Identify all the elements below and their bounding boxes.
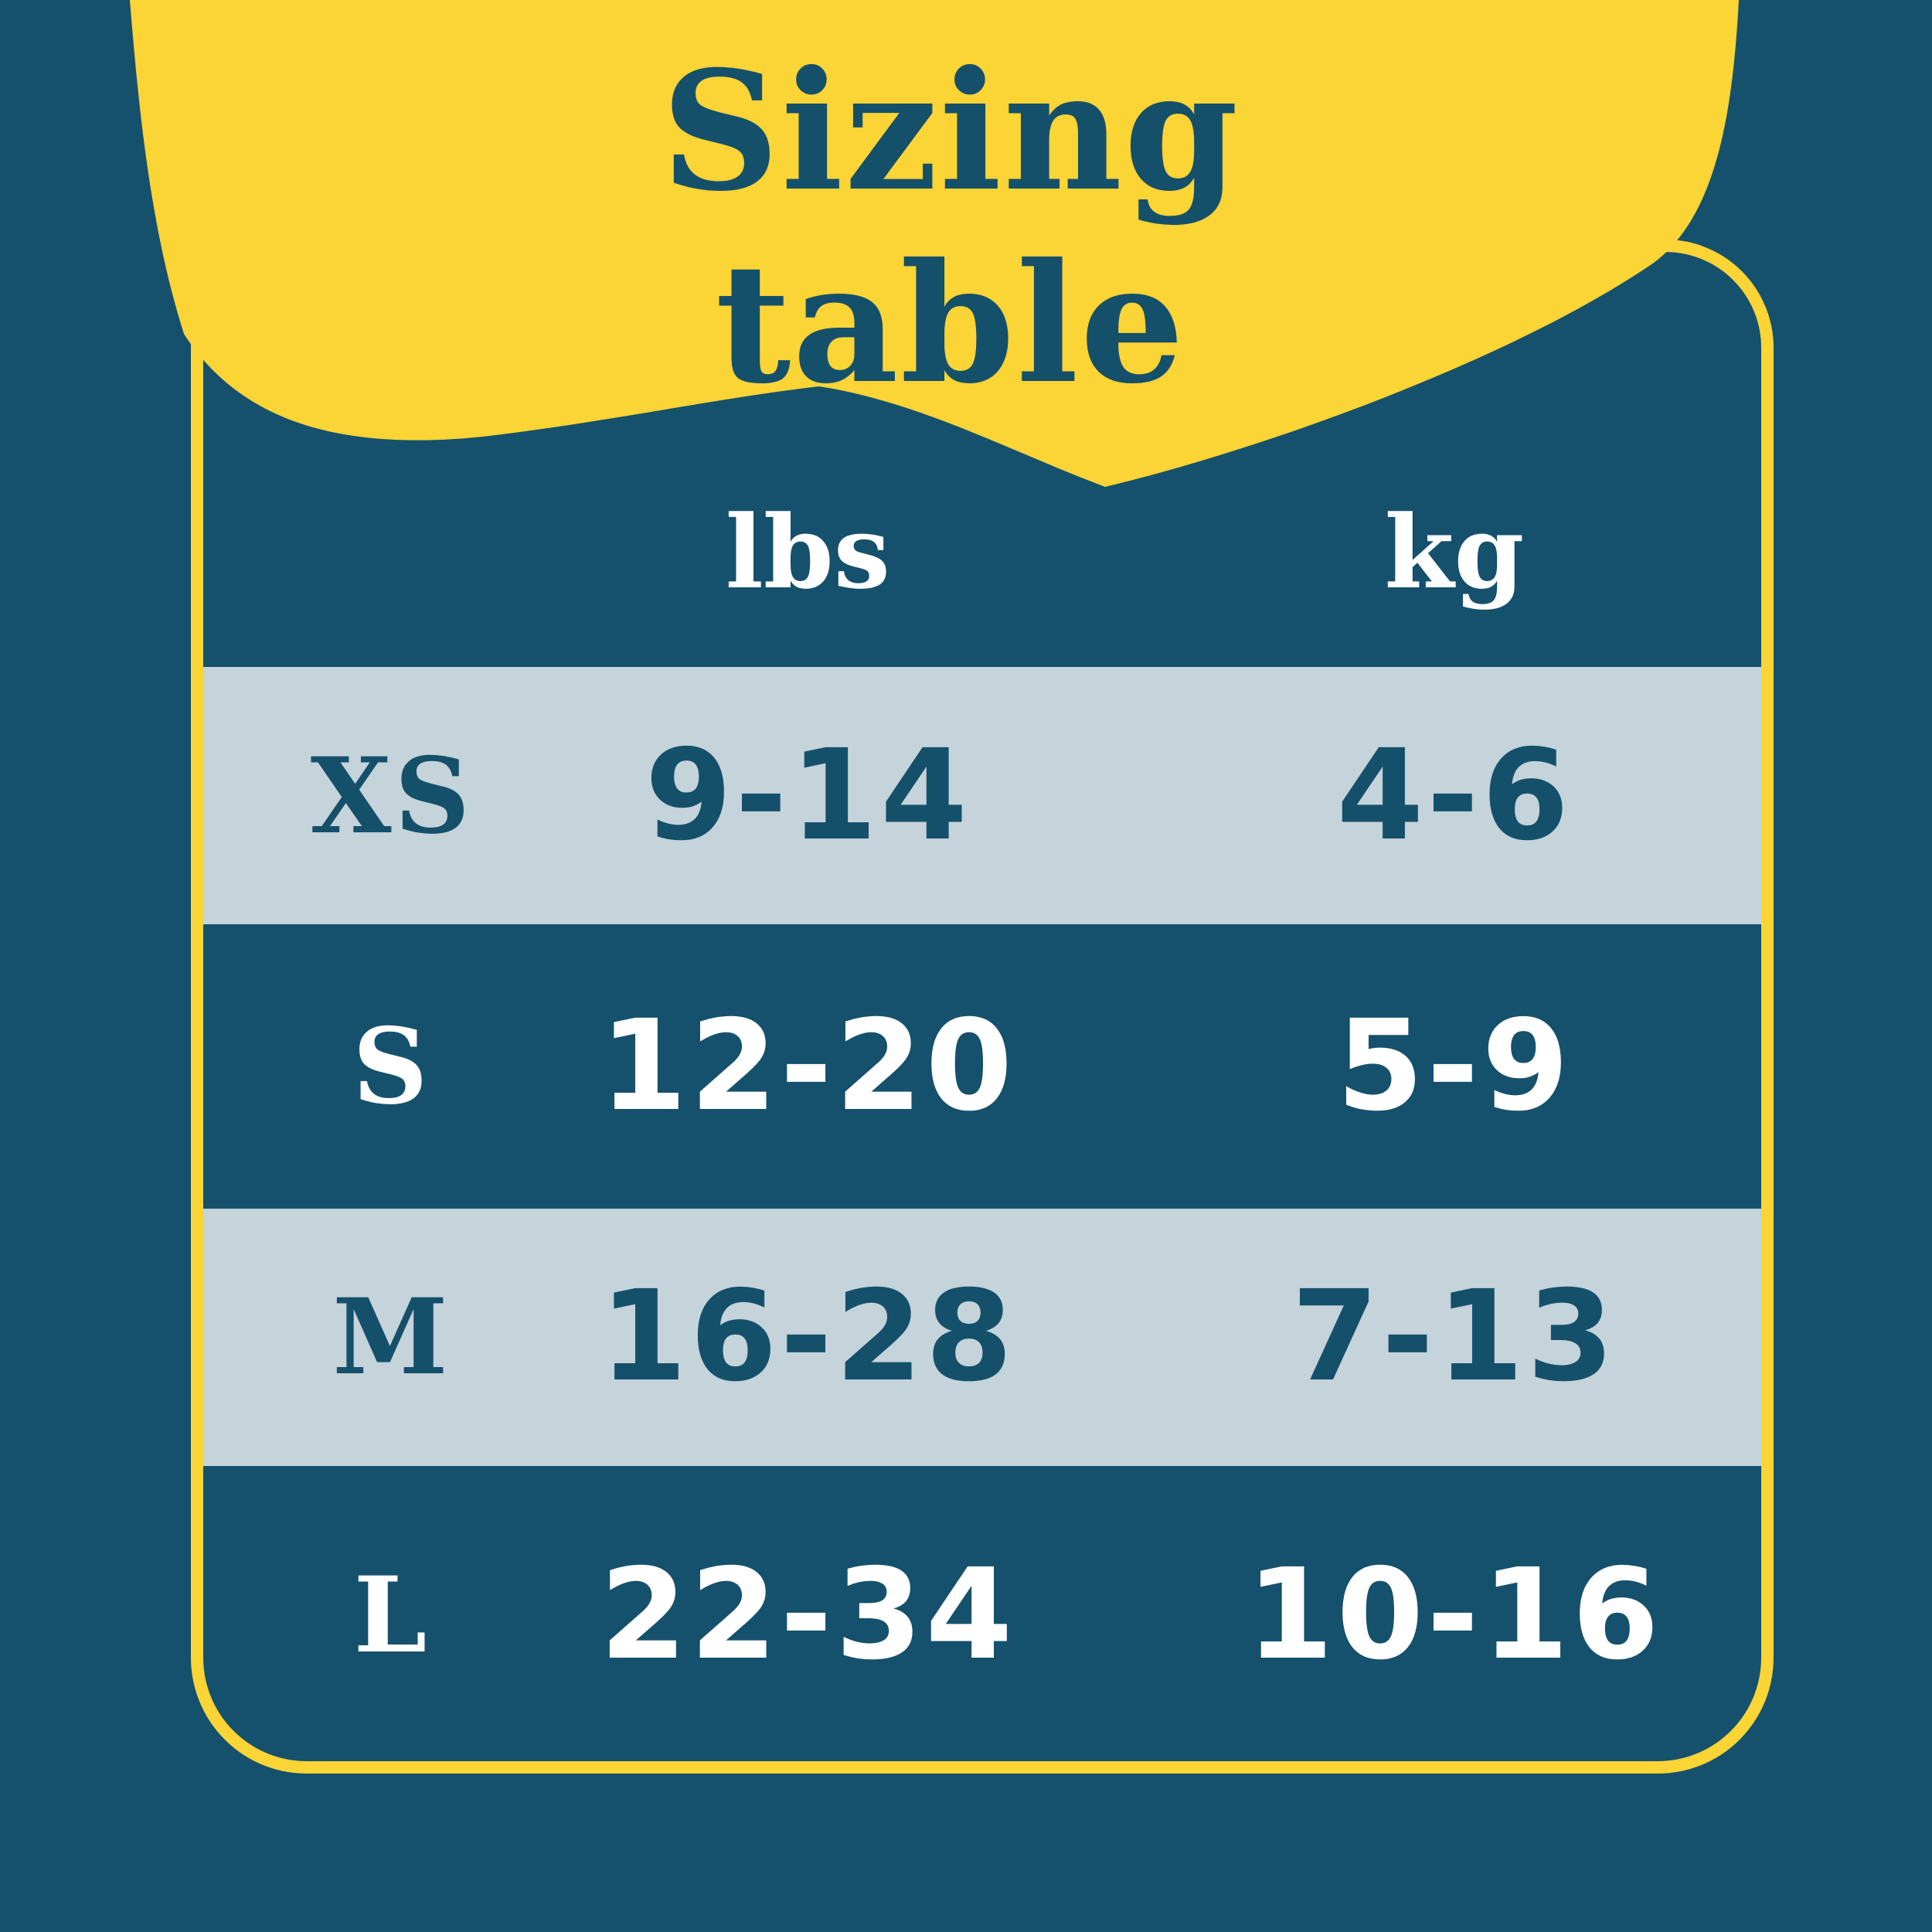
page-title: Sizing table [661, 35, 1240, 420]
header-label-kg: kg [1384, 493, 1525, 611]
table-row-s: S 12-20 5-9 [203, 981, 1761, 1151]
table-row-m: M 16-28 7-13 [203, 1252, 1761, 1422]
header-label-lbs: lbs [725, 493, 890, 611]
kg-value: 10-16 [1246, 1543, 1662, 1688]
size-label: L [353, 1553, 430, 1676]
table-row-l: L 22-34 10-16 [203, 1530, 1761, 1700]
kg-value: 7-13 [1291, 1264, 1617, 1410]
kg-value: 4-6 [1336, 723, 1573, 869]
lbs-value: 16-28 [600, 1264, 1016, 1410]
table-header-row: lbs kg [203, 468, 1761, 638]
title-blob [130, 0, 1739, 487]
size-label: XS [310, 734, 474, 857]
row-band-m [203, 1209, 1761, 1466]
lbs-value: 12-20 [600, 994, 1016, 1139]
lbs-value: 22-34 [600, 1543, 1016, 1688]
kg-value: 5-9 [1336, 994, 1573, 1139]
sizing-card: lbs kg XS 9-14 4-6 S 12-20 5-9 M 16-28 7… [191, 240, 1774, 1774]
lbs-value: 9-14 [645, 723, 971, 869]
size-label: M [332, 1275, 451, 1398]
size-label: S [352, 1005, 431, 1128]
table-row-xs: XS 9-14 4-6 [203, 711, 1761, 881]
row-band-xs [203, 667, 1761, 924]
